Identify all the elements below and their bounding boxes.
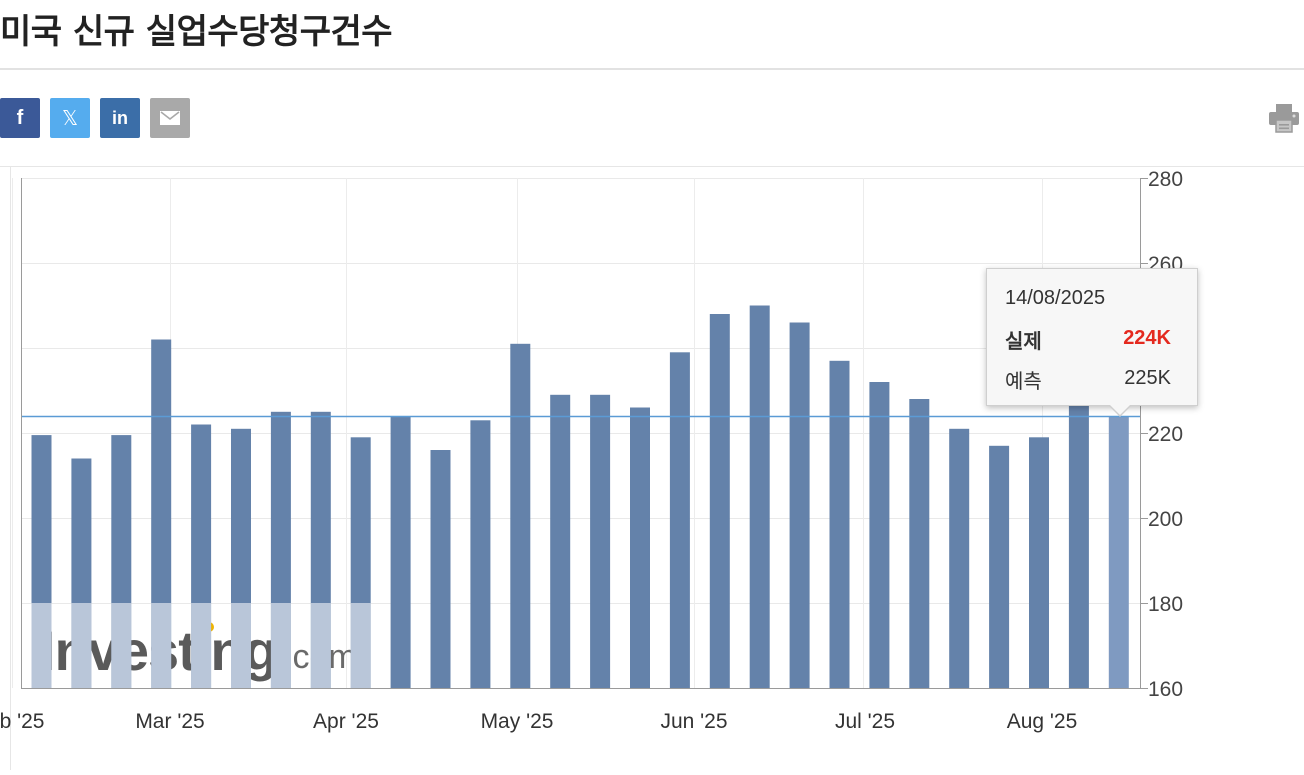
bar-watermark-fade [350, 603, 371, 688]
linkedin-share-button[interactable]: in [100, 98, 140, 138]
title-divider [0, 68, 1304, 70]
chart-area: Investing.com 280260240220200180160b '25… [0, 166, 1304, 770]
facebook-icon: f [16, 106, 24, 129]
bar-watermark-fade [31, 603, 52, 688]
x-tick-label: Mar '25 [135, 710, 204, 733]
page-title: 미국 신규 실업수당청구건수 [0, 12, 393, 52]
tooltip-actual-value: 224K [1123, 327, 1171, 349]
x-icon: 𝕏 [61, 106, 79, 130]
bar-watermark-fade [111, 603, 132, 688]
bar[interactable] [669, 352, 690, 689]
bar[interactable] [709, 314, 730, 688]
y-tick-label: 220 [1148, 423, 1183, 446]
bar[interactable] [1029, 437, 1049, 689]
email-share-button[interactable] [150, 98, 190, 138]
x-tick-label: b '25 [0, 710, 44, 733]
facebook-share-button[interactable]: f [0, 98, 40, 138]
y-tick-label: 160 [1148, 678, 1183, 701]
bar-watermark-fade [151, 603, 172, 688]
linkedin-icon: in [112, 107, 128, 128]
bar[interactable] [949, 428, 970, 689]
bar[interactable] [1068, 356, 1089, 689]
bar[interactable] [590, 394, 611, 689]
tooltip-forecast-label: 예측 [1005, 369, 1042, 393]
bar[interactable] [470, 420, 491, 689]
printer-icon [1269, 104, 1299, 133]
bar[interactable] [630, 407, 650, 689]
y-tick-label: 200 [1148, 508, 1183, 531]
watermark-overlay [31, 603, 371, 688]
tooltip-forecast-value: 225K [1124, 367, 1171, 389]
tooltip-date: 14/08/2025 [1005, 287, 1106, 309]
x-tick-label: Aug '25 [1007, 710, 1078, 733]
bar[interactable] [909, 399, 930, 688]
bar[interactable] [869, 382, 890, 688]
x-tick-label: Jul '25 [835, 710, 895, 733]
twitter-share-button[interactable]: 𝕏 [50, 98, 90, 138]
email-icon [160, 111, 180, 125]
y-tick-label: 180 [1148, 593, 1183, 616]
bar[interactable] [749, 305, 770, 689]
bar[interactable] [789, 322, 810, 689]
bar[interactable] [550, 394, 571, 689]
bar-watermark-fade [71, 603, 92, 688]
bar[interactable] [151, 339, 172, 689]
y-tick-label: 280 [1148, 168, 1183, 191]
bar[interactable] [829, 360, 850, 689]
bar[interactable] [390, 416, 411, 688]
bar-watermark-fade [231, 603, 251, 688]
tooltip-actual-label: 실제 [1005, 329, 1042, 353]
highlighted-bar[interactable] [1108, 416, 1129, 688]
claims-bar-chart[interactable]: Investing.com 280260240220200180160b '25… [0, 166, 1304, 770]
tooltip-arrow-fill [1109, 404, 1131, 415]
bar[interactable] [430, 450, 451, 688]
x-tick-label: May '25 [481, 710, 554, 733]
bar[interactable] [989, 445, 1010, 689]
bar[interactable] [510, 343, 531, 689]
x-tick-label: Jun '25 [660, 710, 727, 733]
bar-watermark-fade [310, 603, 331, 688]
bar-watermark-fade [191, 603, 212, 688]
bar-watermark-fade [270, 603, 291, 688]
print-button[interactable] [1268, 103, 1300, 133]
data-tooltip: 14/08/2025 실제 224K 예측 225K [986, 268, 1198, 406]
x-tick-label: Apr '25 [313, 710, 379, 733]
